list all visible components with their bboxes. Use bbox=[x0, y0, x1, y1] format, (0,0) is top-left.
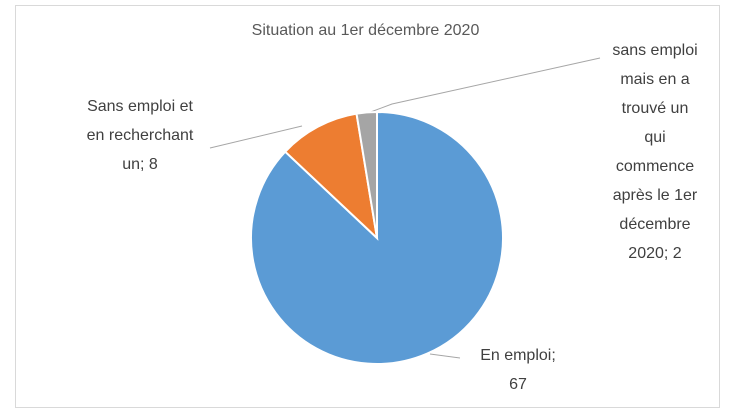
pie-slice bbox=[283, 112, 379, 241]
data-label: En emploi; 67 bbox=[473, 341, 563, 399]
leader-line bbox=[429, 353, 461, 359]
label-value: 67 bbox=[509, 376, 527, 393]
data-label: Sans emploi et en recherchant un; 8 bbox=[81, 92, 199, 179]
label-separator: ; bbox=[663, 245, 673, 262]
label-separator: ; bbox=[140, 156, 149, 173]
label-category: En emploi bbox=[480, 347, 552, 364]
label-category: sans emploi mais en a trouvé un qui comm… bbox=[612, 42, 698, 262]
label-value: 8 bbox=[148, 156, 158, 173]
data-label: sans emploi mais en a trouvé un qui comm… bbox=[609, 36, 701, 268]
leader-line bbox=[209, 125, 303, 149]
pie-slice bbox=[250, 110, 504, 365]
leader-line bbox=[367, 57, 601, 114]
label-value: 2 bbox=[672, 245, 682, 262]
label-separator: ; bbox=[551, 347, 556, 364]
label-category: Sans emploi et en recherchant un bbox=[86, 98, 194, 173]
pie-slice bbox=[355, 110, 378, 239]
chart-title: Situation au 1er décembre 2020 bbox=[251, 22, 480, 39]
